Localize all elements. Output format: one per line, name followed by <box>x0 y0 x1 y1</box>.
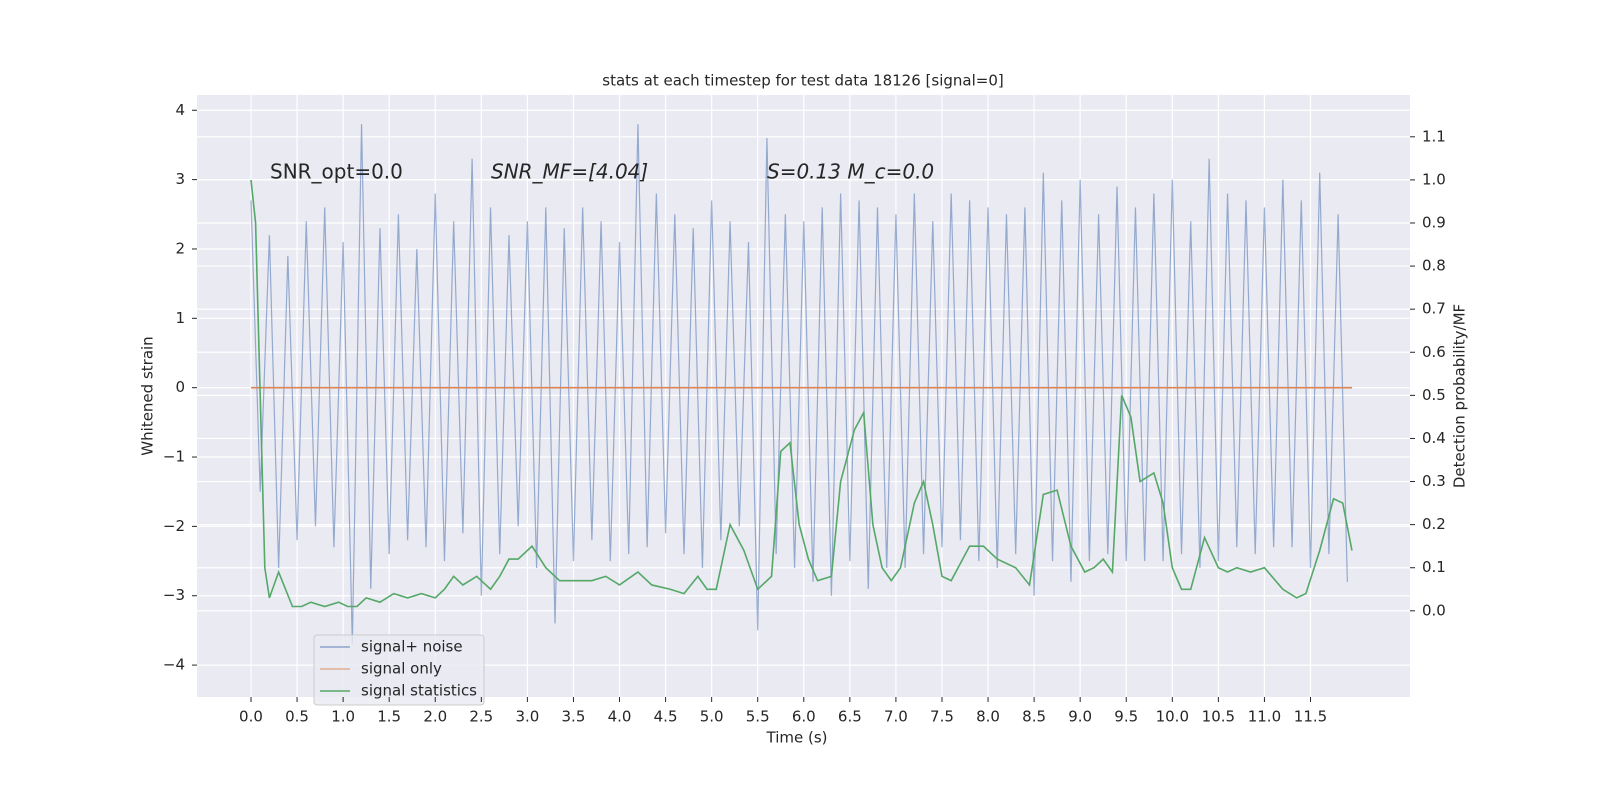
legend-label: signal only <box>361 660 442 678</box>
series-line <box>250 179 1353 608</box>
x-tick-label: 8.5 <box>1022 708 1046 726</box>
x-tick-label: 10.0 <box>1156 708 1189 726</box>
legend-label: signal+ noise <box>361 638 463 656</box>
y2-axis-label: Detection probability/MF <box>1451 304 1469 488</box>
y2-tick-label: 0.1 <box>1422 558 1446 576</box>
y2-tick-label: 1.1 <box>1422 127 1446 145</box>
x-tick-label: 9.0 <box>1068 708 1092 726</box>
y2-tick-label: 0.5 <box>1422 386 1446 404</box>
y2-tick-label: 1.0 <box>1422 170 1446 188</box>
y-tick-label: 1 <box>175 309 185 327</box>
x-tick-label: 4.0 <box>608 708 632 726</box>
y2-tick-label: 0.9 <box>1422 213 1446 231</box>
x-tick-label: 1.0 <box>331 708 355 726</box>
x-axis-label: Time (s) <box>766 729 828 747</box>
y-tick-label: −4 <box>163 656 185 674</box>
x-tick-label: 11.0 <box>1248 708 1281 726</box>
chart-title: stats at each timestep for test data 181… <box>602 72 1003 90</box>
x-tick-label: 2.5 <box>469 708 493 726</box>
legend: signal+ noise signal only signal statistic… <box>313 634 485 706</box>
x-tick-label: 6.5 <box>838 708 862 726</box>
x-tick-label: 4.5 <box>654 708 678 726</box>
annotation: S=0.13 M_c=0.0 <box>767 160 934 184</box>
y-tick-label: 0 <box>175 378 185 396</box>
legend-label: signal statistics <box>361 682 477 700</box>
x-tick-label: 7.5 <box>930 708 954 726</box>
annotation: SNR_opt=0.0 <box>270 160 403 184</box>
x-tick-label: 6.0 <box>792 708 816 726</box>
x-tick-label: 10.5 <box>1202 708 1235 726</box>
y-tick-label: −2 <box>163 517 185 535</box>
grid <box>197 95 1410 697</box>
x-tick-label: 2.0 <box>423 708 447 726</box>
annotation: SNR_MF=[4.04] <box>491 160 648 184</box>
x-tick-label: 3.5 <box>562 708 586 726</box>
y-axis-label: Whitened strain <box>139 336 157 455</box>
y2-tick-label: 0.2 <box>1422 515 1446 533</box>
y2-tick-label: 0.6 <box>1422 343 1446 361</box>
x-tick-label: 3.0 <box>515 708 539 726</box>
y2-tick-label: 0.4 <box>1422 429 1446 447</box>
y-tick-label: 4 <box>175 101 185 119</box>
y-tick-label: 2 <box>175 239 185 257</box>
x-tick-label: 9.5 <box>1114 708 1138 726</box>
y2-tick-label: 0.7 <box>1422 300 1446 318</box>
legend-box <box>313 634 485 706</box>
y2-tick-label: 0.8 <box>1422 257 1446 275</box>
x-tick-label: 0.0 <box>239 708 263 726</box>
x-tick-label: 7.0 <box>884 708 908 726</box>
x-tick-label: 0.5 <box>285 708 309 726</box>
y2-tick-label: 0.3 <box>1422 472 1446 490</box>
y-tick-label: −1 <box>163 448 185 466</box>
x-tick-label: 8.0 <box>976 708 1000 726</box>
marks <box>250 124 1353 645</box>
y2-tick-label: 0.0 <box>1422 601 1446 619</box>
y-tick-label: −3 <box>163 586 185 604</box>
x-tick-label: 1.5 <box>377 708 401 726</box>
series-line <box>250 124 1348 645</box>
x-tick-label: 11.5 <box>1294 708 1327 726</box>
x-tick-label: 5.5 <box>746 708 770 726</box>
y-tick-label: 3 <box>175 170 185 188</box>
x-tick-label: 5.0 <box>700 708 724 726</box>
